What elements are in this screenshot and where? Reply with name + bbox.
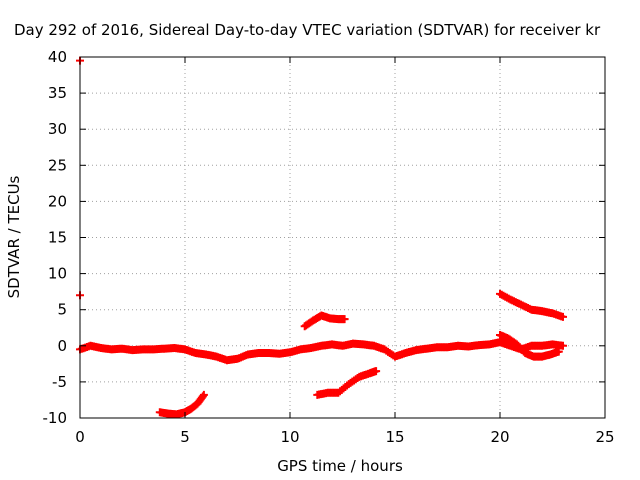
data-point — [340, 315, 349, 324]
y-tick-label: -5 — [52, 373, 67, 391]
y-tick-label: 25 — [48, 156, 67, 174]
x-axis-label: GPS time / hours — [277, 457, 403, 475]
chart-title: Day 292 of 2016, Sidereal Day-to-day VTE… — [14, 21, 601, 39]
data-point — [198, 392, 207, 401]
y-tick-label: 5 — [57, 301, 67, 319]
y-tick-label: 0 — [57, 337, 67, 355]
series-mid-up-arc — [300, 311, 349, 331]
data-point — [559, 312, 567, 321]
series-late-high-arc — [496, 289, 567, 321]
y-axis-label: SDTVAR / TECUs — [5, 175, 23, 298]
data-points — [76, 56, 567, 419]
x-tick-label: 5 — [180, 428, 190, 446]
series-main-band — [76, 338, 567, 365]
plot-frame — [79, 56, 606, 419]
x-tick-label: 10 — [280, 428, 299, 446]
y-tick-label: 10 — [48, 265, 67, 283]
series-low-arc — [155, 390, 208, 419]
data-point — [559, 341, 567, 350]
x-tick-label: 0 — [75, 428, 85, 446]
data-point — [372, 367, 381, 376]
data-point — [199, 390, 208, 399]
x-tick-label: 15 — [385, 428, 404, 446]
y-tick-label: 40 — [48, 48, 67, 66]
y-tick-label: 30 — [48, 120, 67, 138]
grid-lines — [80, 57, 605, 418]
y-tick-label: 15 — [48, 229, 67, 247]
x-tick-label: 20 — [490, 428, 509, 446]
y-tick-label: 20 — [48, 192, 67, 210]
x-tick-label: 25 — [595, 428, 614, 446]
y-tick-label: -10 — [43, 409, 68, 427]
data-point — [554, 347, 563, 356]
y-tick-label: 35 — [48, 84, 67, 102]
series-late-mid-arc — [496, 330, 563, 361]
x-axis-ticks: 0 5 10 15 20 25 — [75, 57, 615, 446]
series-mid-low-arc — [313, 367, 381, 399]
y-axis-ticks: -10 -5 0 5 10 15 20 25 30 35 40 — [43, 48, 605, 427]
